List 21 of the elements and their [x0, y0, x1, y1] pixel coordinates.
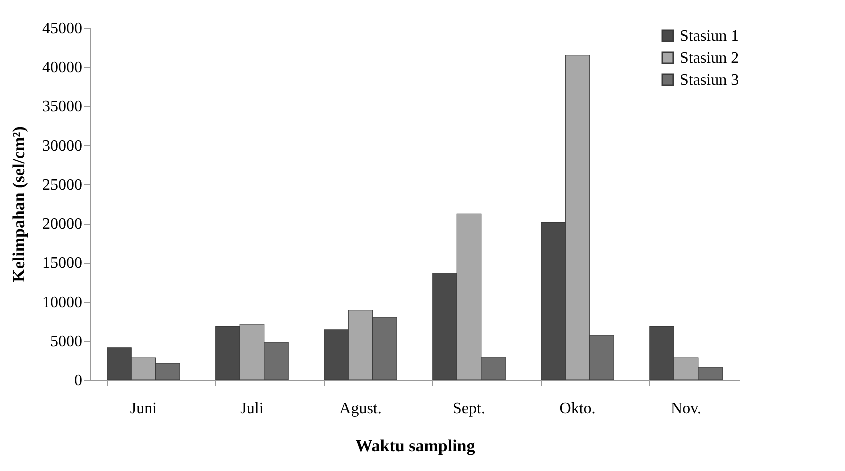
- legend-label: Stasiun 2: [680, 50, 740, 67]
- legend-label: Stasiun 1: [680, 28, 740, 45]
- y-tick-label: 40000: [42, 60, 82, 77]
- x-tick-label: Agust.: [340, 400, 382, 418]
- x-tick-label: Juli: [240, 400, 264, 418]
- y-tick-label: 25000: [42, 176, 82, 194]
- y-tick-label: 35000: [42, 98, 82, 116]
- y-tick-label: 5000: [50, 333, 82, 350]
- legend-label: Stasiun 3: [680, 72, 740, 89]
- x-axis-title: Waktu sampling: [356, 436, 476, 456]
- x-tick-label: Sept.: [453, 400, 486, 418]
- y-tick-label: 15000: [42, 255, 82, 272]
- y-tick-label: 0: [74, 372, 82, 390]
- x-tick-label: Nov.: [671, 400, 702, 418]
- y-tick-label: 10000: [42, 294, 82, 312]
- x-tick-label: Juni: [130, 400, 158, 418]
- y-axis-title: Kelimpahan (sel/cm²): [10, 126, 28, 282]
- y-tick-label: 30000: [42, 138, 82, 155]
- x-tick-label: Okto.: [560, 400, 596, 418]
- y-tick-label: 45000: [42, 20, 82, 38]
- y-tick-label: 20000: [42, 216, 82, 234]
